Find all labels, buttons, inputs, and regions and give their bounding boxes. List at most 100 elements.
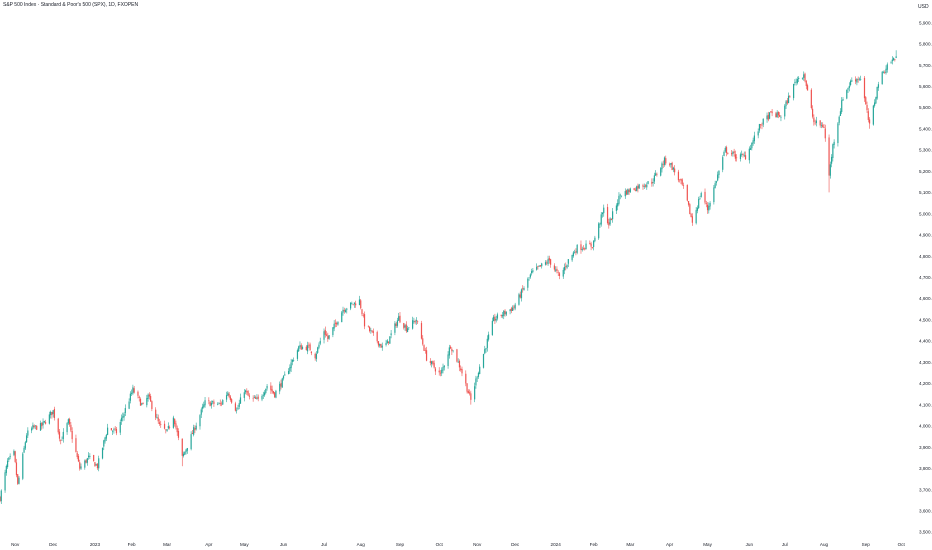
candle-body bbox=[509, 309, 511, 312]
candle-body bbox=[422, 338, 424, 345]
candle-body bbox=[779, 115, 781, 117]
candle-body bbox=[18, 477, 20, 484]
candle-body bbox=[163, 423, 166, 429]
candle-body bbox=[847, 88, 849, 90]
candle-body bbox=[877, 84, 880, 88]
candle-body bbox=[565, 266, 567, 268]
candle-body bbox=[296, 350, 299, 359]
y-tick-label: 5,000.0 bbox=[919, 211, 932, 216]
candle-body bbox=[380, 343, 382, 348]
candle-body bbox=[704, 191, 706, 203]
candle-body bbox=[246, 391, 248, 393]
candle-body bbox=[257, 396, 259, 399]
candle-body bbox=[289, 367, 291, 372]
candle-body bbox=[612, 211, 614, 220]
candle-body bbox=[493, 316, 495, 322]
candle-body bbox=[67, 419, 69, 424]
candle-body bbox=[318, 344, 320, 348]
candle-body bbox=[96, 463, 99, 469]
candle-body bbox=[84, 460, 86, 468]
candle-body bbox=[758, 124, 761, 131]
candle-body bbox=[599, 223, 601, 225]
candle-body bbox=[131, 392, 133, 394]
candle-body bbox=[362, 315, 364, 316]
candle-body bbox=[531, 271, 533, 274]
candle-body bbox=[670, 163, 672, 165]
y-tick-label: 5,600.0 bbox=[919, 84, 932, 89]
candle-body bbox=[412, 320, 414, 329]
candle-body bbox=[680, 179, 682, 181]
candle-body bbox=[629, 188, 631, 192]
candle-body bbox=[780, 117, 782, 118]
candle-body bbox=[423, 345, 425, 351]
y-tick-label: 4,200.0 bbox=[919, 381, 932, 386]
candle-body bbox=[324, 330, 326, 335]
candle-body bbox=[609, 218, 611, 225]
candle-body bbox=[529, 274, 531, 278]
candle-body bbox=[243, 392, 245, 398]
candle-body bbox=[220, 403, 223, 405]
candle-body bbox=[681, 179, 683, 185]
candle-body bbox=[332, 327, 334, 336]
candle-body bbox=[9, 455, 11, 458]
candle-body bbox=[44, 422, 47, 424]
candle-body bbox=[662, 164, 664, 165]
candle-body bbox=[775, 113, 777, 118]
candle-body bbox=[855, 79, 857, 82]
candle-body bbox=[801, 77, 804, 79]
candle-body bbox=[733, 151, 735, 154]
candle-body bbox=[714, 183, 716, 188]
candle-body bbox=[624, 191, 626, 197]
candle-body bbox=[527, 278, 529, 288]
candle-body bbox=[482, 353, 485, 368]
candle-body bbox=[114, 428, 116, 430]
candle-body bbox=[376, 332, 378, 342]
price-axis[interactable]: 3,500.0 3,600.0 3,700.0 3,800.0 3,900.0 4,000… bbox=[919, 20, 932, 534]
candle-body bbox=[25, 435, 28, 443]
candle-body bbox=[222, 399, 224, 405]
candle-body bbox=[244, 390, 247, 393]
candle-body bbox=[556, 268, 558, 272]
candle-body bbox=[266, 385, 268, 389]
candle-body bbox=[523, 288, 525, 290]
candle-body bbox=[744, 155, 747, 160]
candle-body bbox=[218, 403, 220, 404]
candle-body bbox=[868, 119, 871, 124]
candle-body bbox=[66, 423, 68, 433]
candle-body bbox=[39, 423, 42, 431]
candle-body bbox=[682, 185, 685, 186]
candle-body bbox=[572, 252, 574, 257]
candle-body bbox=[415, 320, 418, 322]
candle-body bbox=[804, 73, 806, 82]
candle-body bbox=[856, 78, 858, 83]
candle-body bbox=[325, 334, 328, 336]
candle-body bbox=[689, 204, 691, 215]
candle-body bbox=[771, 111, 773, 114]
candle-body bbox=[60, 439, 62, 441]
candle-body bbox=[53, 408, 56, 418]
candle-body bbox=[70, 424, 72, 431]
candle-body bbox=[787, 95, 790, 104]
candle-body bbox=[665, 158, 667, 164]
time-axis[interactable]: Nov Dec 2023 Feb Mar Apr May Jun Jul Aug Sep Oct Nov… bbox=[11, 542, 905, 547]
candle-body bbox=[571, 254, 573, 261]
candle-body bbox=[608, 222, 610, 226]
x-tick-label: Mar bbox=[626, 542, 634, 547]
candle-body bbox=[476, 377, 478, 379]
candle-body bbox=[581, 248, 583, 251]
candle-body bbox=[441, 369, 443, 374]
candle-body bbox=[360, 300, 362, 309]
candle-body bbox=[181, 438, 183, 456]
y-tick-label: 5,700.0 bbox=[919, 63, 932, 68]
candle-body bbox=[806, 85, 809, 91]
x-tick-label: 2023 bbox=[90, 542, 101, 547]
candle-body bbox=[291, 359, 293, 362]
candle-body bbox=[828, 137, 830, 176]
candle-body bbox=[646, 184, 648, 188]
candle-body bbox=[88, 455, 90, 458]
x-tick-label: Apr bbox=[666, 542, 674, 547]
candle-body bbox=[770, 111, 772, 112]
candle-body bbox=[150, 395, 152, 402]
